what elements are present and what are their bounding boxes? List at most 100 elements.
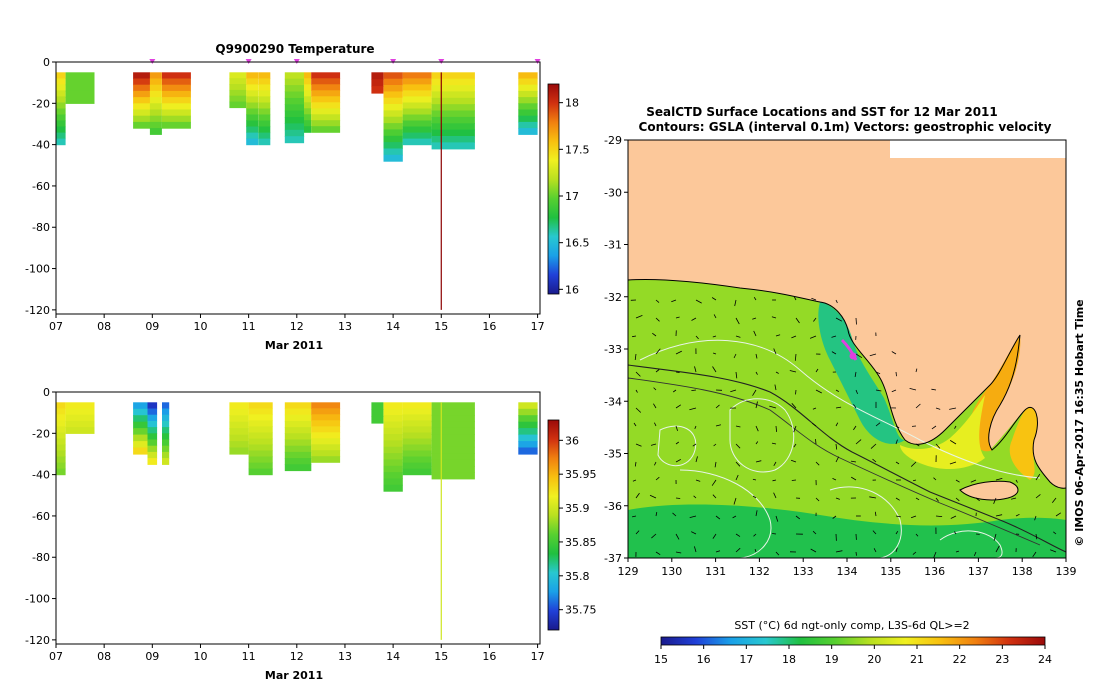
velocity-vector [752,478,757,481]
cell [304,96,312,103]
velocity-vector [655,551,661,556]
cell [147,408,158,416]
velocity-vector [1032,551,1037,558]
lat-tick-label: -34 [604,395,622,408]
velocity-vector [895,497,900,501]
cell [248,426,273,433]
cell [284,458,312,465]
velocity-vector [831,351,837,355]
velocity-vector [791,403,797,409]
velocity-vector [735,335,741,338]
cell [162,78,191,86]
velocity-vector [933,551,937,558]
velocity-vector [935,407,941,410]
cell [311,426,341,433]
temperature-colorbar-ticks: 18 17.5 17 16.5 16 [559,97,590,296]
velocity-vector [675,441,680,445]
x-tick-label: 10 [193,320,207,333]
velocity-vector [691,389,697,391]
cell [258,108,271,116]
velocity-vector [675,350,682,355]
cell [56,102,66,110]
deep-water-south [628,504,1066,558]
cell [518,434,538,442]
velocity-vector [733,497,737,505]
velocity-vector [775,425,777,432]
cell [284,420,312,428]
velocity-vector [869,353,877,357]
velocity-vector [713,443,717,447]
velocity-vector [655,476,660,481]
velocity-vector [795,515,801,520]
cell [246,108,259,116]
x-tick-label: 07 [49,650,63,663]
cell [258,120,271,128]
velocity-vector [853,425,857,431]
map-title: SealCTD Surface Locations and SST for 12… [646,105,998,119]
velocity-vector [993,497,997,504]
velocity-vector [711,479,717,486]
sea-surface [628,279,1066,558]
cell [518,408,538,416]
x-tick-label: 13 [338,320,352,333]
velocity-vector [815,461,820,466]
cell [304,108,312,115]
cell [65,90,95,98]
x-tick-label: 14 [386,650,400,663]
velocity-vector [752,317,757,320]
velocity-vector [835,299,838,304]
cell [56,432,66,440]
cell [56,78,66,85]
velocity-vector [632,515,637,518]
cell [311,72,341,79]
velocity-vector [655,317,660,322]
cell [304,78,312,85]
velocity-vector [694,425,697,429]
cell [311,120,341,127]
cell [248,450,273,458]
kangaroo-island [959,480,1019,501]
cell [133,103,150,111]
cell [284,97,305,105]
velocity-vector [735,547,741,553]
cell [258,72,271,79]
velocity-vector [895,547,898,553]
velocity-vector [635,315,643,319]
velocity-vector [995,545,1000,553]
x-tick-label: 12 [290,320,304,333]
velocity-vector [835,317,843,322]
cell [284,104,305,112]
cell [518,103,538,111]
gsla-contour-4 [829,486,902,558]
velocity-vector [713,314,717,319]
cell [304,114,312,121]
sst-tick-label: 15 [654,653,668,666]
cell [284,402,312,410]
cell [133,109,150,117]
cell [133,415,148,423]
cell [311,126,341,133]
cell [248,438,273,446]
lon-tick-label: 133 [793,565,814,578]
cell [402,456,432,464]
cell [383,427,403,435]
cell [149,78,162,86]
cell [149,90,162,98]
velocity-vector [694,546,697,553]
cell [431,415,475,423]
velocity-vector [835,406,842,409]
cell [518,415,538,423]
cell [518,78,538,86]
cell [258,132,271,140]
velocity-vector [714,461,717,468]
cell [402,432,432,440]
colorbar-tick-label: 16.5 [565,237,590,250]
cell [149,121,162,129]
velocity-vector [872,458,877,463]
velocity-vector [812,422,817,427]
velocity-vector [855,551,857,556]
cell [246,138,259,146]
sst-tick-label: 18 [782,653,796,666]
lon-tick-label: 134 [837,565,858,578]
cell [284,91,305,99]
